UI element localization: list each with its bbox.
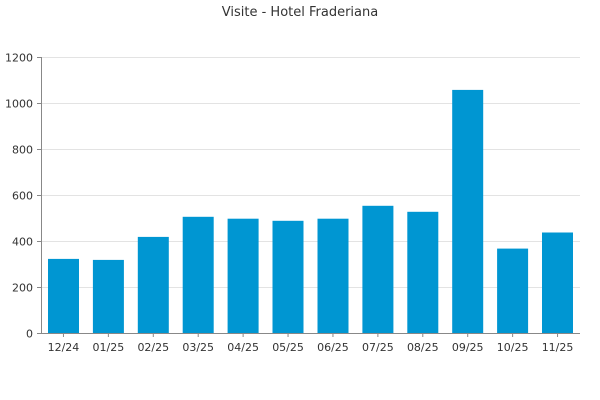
y-tick-label: 1000 [5,98,33,111]
x-tick-label: 12/24 [48,341,80,354]
y-tick-label: 600 [12,190,33,203]
x-tick-label: 10/25 [497,341,529,354]
gridlines [41,57,580,288]
chart-title: Visite - Hotel Fraderiana [222,5,378,20]
x-tick-label: 11/25 [542,341,574,354]
x-tick-label: 02/25 [137,341,169,354]
x-tick-label: 07/25 [362,341,394,354]
x-axis-ticks: 12/24 01/25 02/25 03/25 04/25 05/25 06/25 07/25… [48,333,574,354]
bar-02-25 [137,236,169,333]
bar-11-25 [542,232,573,333]
bar-10-25 [497,248,529,333]
x-tick-label: 04/25 [227,341,259,354]
bar-12-24 [48,258,79,333]
y-axis-ticks: 0 200 400 600 800 1000 1200 [5,52,41,341]
axes [41,57,580,334]
bar-09-25 [452,89,484,334]
bar-05-25 [272,220,304,333]
bar-08-25 [407,211,439,333]
bar-07-25 [362,205,394,333]
bar-06-25 [317,218,349,333]
y-tick-label: 400 [12,236,33,249]
y-tick-label: 200 [12,282,33,295]
x-tick-label: 01/25 [93,341,125,354]
x-tick-label: 09/25 [452,341,484,354]
bar-04-25 [227,218,259,333]
x-tick-label: 03/25 [182,341,214,354]
bar-01-25 [92,259,124,333]
y-tick-label: 1200 [5,52,33,65]
x-tick-label: 05/25 [272,341,304,354]
bar-03-25 [182,216,214,333]
x-tick-label: 08/25 [407,341,439,354]
y-tick-label: 0 [26,328,33,341]
bars [48,89,573,334]
y-tick-label: 800 [12,144,33,157]
x-tick-label: 06/25 [317,341,349,354]
